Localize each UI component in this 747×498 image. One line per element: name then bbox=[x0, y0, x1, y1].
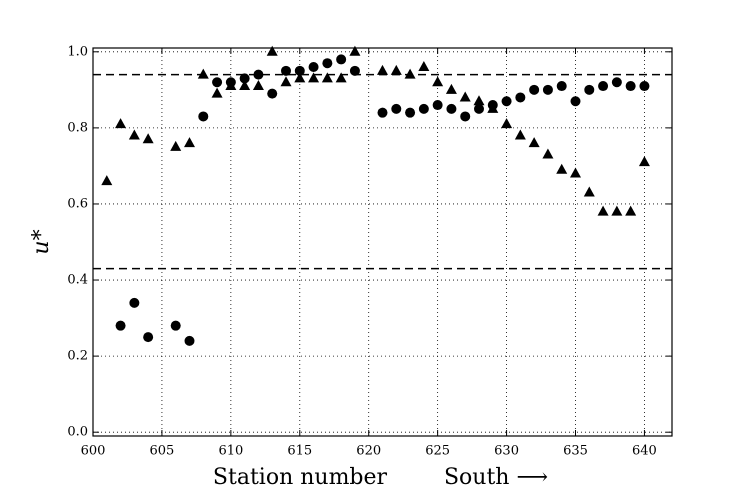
circle-point bbox=[281, 65, 291, 76]
circle-point bbox=[529, 84, 540, 95]
circle-point bbox=[377, 107, 388, 118]
circle-point bbox=[239, 73, 250, 84]
circle-point bbox=[570, 96, 581, 107]
circle-point bbox=[308, 62, 319, 73]
triangle-point bbox=[625, 205, 637, 216]
triangle-point bbox=[197, 68, 209, 79]
triangle-point bbox=[473, 95, 485, 106]
x-axis-label: Station number bbox=[213, 465, 388, 490]
circle-point bbox=[418, 103, 429, 114]
triangle-point bbox=[184, 137, 195, 148]
triangle-point bbox=[570, 167, 581, 178]
triangle-point bbox=[556, 163, 568, 174]
triangle-point bbox=[349, 45, 361, 56]
circle-point bbox=[349, 65, 360, 76]
circle-point bbox=[143, 332, 154, 343]
circle-point bbox=[625, 81, 636, 92]
circle-point bbox=[515, 92, 526, 103]
triangle-point bbox=[294, 72, 306, 83]
circle-point bbox=[184, 335, 195, 346]
triangle-point bbox=[225, 80, 237, 91]
y-tick-label: 0.4 bbox=[67, 273, 88, 288]
triangle-point bbox=[280, 76, 292, 87]
circle-point bbox=[212, 77, 223, 88]
triangle-point bbox=[597, 205, 609, 216]
triangle-point bbox=[377, 64, 388, 75]
circle-point bbox=[556, 81, 567, 92]
triangle-point bbox=[611, 205, 623, 216]
circle-point bbox=[639, 81, 650, 92]
circle-point bbox=[391, 103, 402, 114]
circle-point bbox=[170, 320, 181, 331]
plot-frame bbox=[92, 47, 673, 437]
triangle-point bbox=[638, 156, 650, 167]
circle-point bbox=[336, 54, 347, 65]
triangle-point bbox=[418, 61, 430, 72]
x-tick-label: 635 bbox=[563, 444, 588, 459]
triangle-point bbox=[128, 129, 140, 140]
triangle-point bbox=[266, 45, 278, 56]
y-tick-label: 0.6 bbox=[67, 196, 88, 211]
triangle-point bbox=[101, 175, 113, 186]
triangle-point bbox=[459, 91, 471, 102]
x-tick-label: 620 bbox=[356, 444, 381, 459]
x-tick-label: 600 bbox=[81, 444, 106, 459]
triangle-point bbox=[542, 148, 554, 159]
circle-point bbox=[584, 84, 595, 95]
triangle-point bbox=[142, 133, 154, 144]
circle-point bbox=[115, 320, 126, 331]
circle-point bbox=[542, 84, 553, 95]
circle-point bbox=[446, 103, 457, 114]
x-tick-label: 630 bbox=[494, 444, 519, 459]
y-tick-label: 0.0 bbox=[67, 425, 88, 440]
triangle-point bbox=[528, 137, 540, 148]
circle-point bbox=[611, 77, 622, 88]
triangle-point bbox=[321, 72, 333, 83]
triangle-point bbox=[239, 80, 251, 91]
triangle-point bbox=[583, 186, 595, 197]
circle-point bbox=[598, 81, 609, 92]
triangle-point bbox=[404, 68, 416, 79]
x-tick-label: 625 bbox=[425, 444, 450, 459]
x-axis-note: South ⟶ bbox=[444, 465, 548, 490]
y-tick-label: 1.0 bbox=[67, 44, 88, 59]
circle-point bbox=[294, 65, 305, 76]
x-tick-label: 605 bbox=[150, 444, 175, 459]
circle-point bbox=[460, 111, 471, 122]
triangle-point bbox=[432, 76, 444, 87]
x-tick-label: 610 bbox=[218, 444, 243, 459]
circle-point bbox=[501, 96, 512, 107]
triangle-point bbox=[445, 83, 457, 94]
triangle-point bbox=[514, 129, 526, 140]
circle-point bbox=[432, 100, 443, 111]
y-tick-label: 0.2 bbox=[67, 349, 88, 364]
triangle-point bbox=[170, 140, 182, 151]
circle-point bbox=[267, 88, 278, 99]
circle-point bbox=[253, 69, 264, 80]
y-axis-label: u* bbox=[29, 229, 54, 254]
x-tick-label: 615 bbox=[287, 444, 312, 459]
circle-point bbox=[129, 297, 140, 308]
triangle-point bbox=[252, 80, 264, 91]
triangle-point bbox=[335, 72, 347, 83]
circle-point bbox=[322, 58, 333, 69]
x-tick-label: 640 bbox=[632, 444, 657, 459]
circle-point bbox=[474, 103, 484, 114]
triangle-point bbox=[487, 102, 499, 113]
triangle-point bbox=[115, 118, 127, 129]
circle-point bbox=[405, 107, 416, 118]
triangle-point bbox=[308, 72, 320, 83]
y-tick-label: 0.8 bbox=[67, 120, 88, 135]
triangle-point bbox=[390, 64, 402, 75]
triangle-point bbox=[501, 118, 513, 129]
triangle-point bbox=[211, 87, 223, 98]
circle-point bbox=[198, 111, 209, 122]
